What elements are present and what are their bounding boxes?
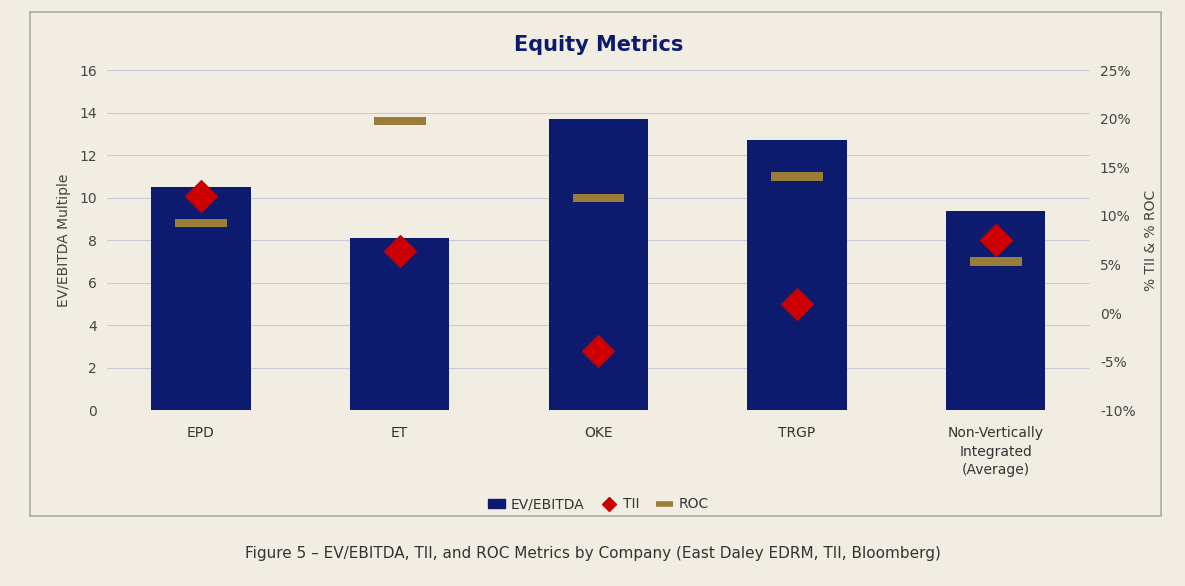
Y-axis label: EV/EBITDA Multiple: EV/EBITDA Multiple xyxy=(57,173,71,307)
Point xyxy=(589,346,608,355)
Bar xyxy=(946,210,1045,410)
Bar xyxy=(748,141,847,410)
FancyBboxPatch shape xyxy=(771,172,822,180)
FancyBboxPatch shape xyxy=(175,219,226,227)
Bar xyxy=(549,119,648,410)
Point xyxy=(986,236,1005,245)
Bar xyxy=(152,187,251,410)
Text: Figure 5 – EV/EBITDA, TII, and ROC Metrics by Company (East Daley EDRM, TII, Blo: Figure 5 – EV/EBITDA, TII, and ROC Metri… xyxy=(244,546,941,561)
Legend: EV/EBITDA, TII, ROC: EV/EBITDA, TII, ROC xyxy=(482,492,715,517)
Point xyxy=(788,299,807,309)
Point xyxy=(390,246,409,255)
Point xyxy=(192,191,211,200)
FancyBboxPatch shape xyxy=(971,257,1021,265)
FancyBboxPatch shape xyxy=(572,194,624,202)
FancyBboxPatch shape xyxy=(374,117,425,125)
Title: Equity Metrics: Equity Metrics xyxy=(514,35,683,55)
Bar xyxy=(350,238,449,410)
Y-axis label: % TII & % ROC: % TII & % ROC xyxy=(1144,190,1158,291)
